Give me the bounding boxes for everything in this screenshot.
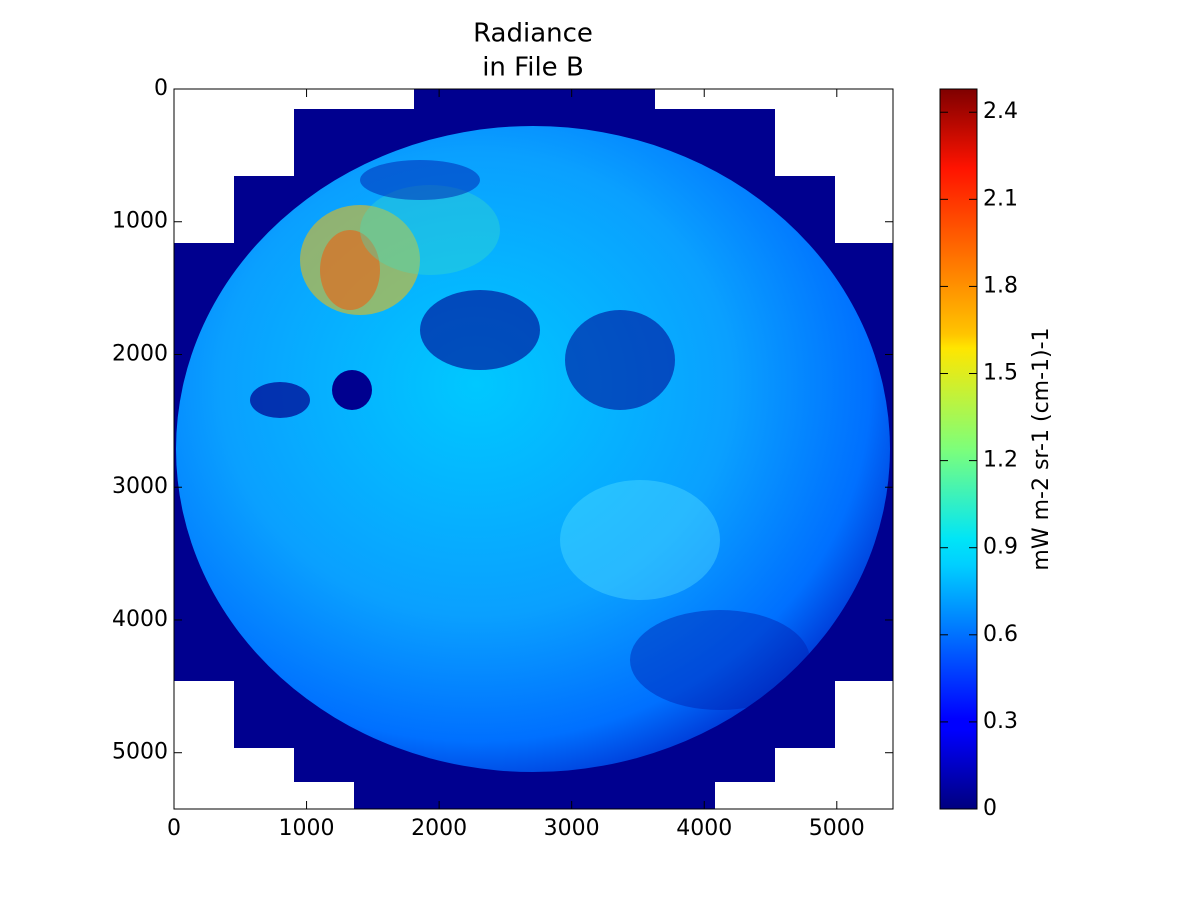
y-tick-label: 1000 <box>112 209 168 234</box>
y-tick-label: 4000 <box>112 607 168 632</box>
x-tick-label: 4000 <box>676 816 732 841</box>
colorbar-tick-label: 1.8 <box>983 273 1018 298</box>
colorbar-tick-label: 0 <box>983 796 997 821</box>
colorbar-tick-label: 0.3 <box>983 709 1018 734</box>
chart-title: in File B <box>482 53 584 83</box>
colorbar-label: mW m-2 sr-1 (cm-1)-1 <box>1029 327 1054 570</box>
y-tick-label: 2000 <box>112 341 168 366</box>
y-tick-label: 3000 <box>112 474 168 499</box>
colorbar-tick-label: 1.2 <box>983 448 1018 473</box>
colorbar-tick-label: 2.1 <box>983 186 1018 211</box>
x-tick-label: 5000 <box>809 816 865 841</box>
colorbar-tick-label: 1.5 <box>983 361 1018 386</box>
colorbar-tick-label: 2.4 <box>983 99 1018 124</box>
colorbar-tick-label: 0.9 <box>983 535 1018 560</box>
chart-title: Radiance <box>473 19 593 49</box>
x-tick-label: 2000 <box>411 816 467 841</box>
x-tick-label: 0 <box>167 816 181 841</box>
image <box>174 89 893 809</box>
x-tick-label: 3000 <box>544 816 600 841</box>
y-tick-label: 0 <box>154 76 168 101</box>
x-tick-label: 1000 <box>279 816 335 841</box>
y-tick-label: 5000 <box>112 740 168 765</box>
colorbar <box>939 88 978 810</box>
colorbar-tick-label: 0.6 <box>983 622 1018 647</box>
plot-frame <box>173 88 894 810</box>
